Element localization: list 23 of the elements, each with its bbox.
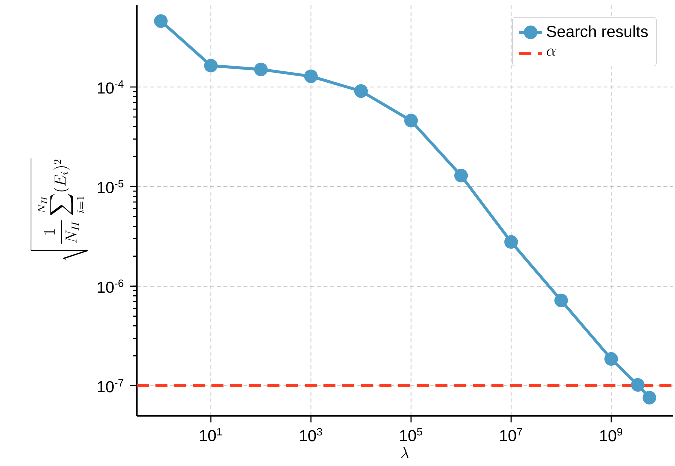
x-tick-label: 10$^{1}$ — [200, 428, 222, 442]
x-tick-label: 10$^{3}$ — [300, 428, 322, 442]
point — [204, 59, 218, 73]
y-tick-label: 10$^{-7}$ — [98, 379, 124, 393]
point — [504, 235, 518, 250]
point — [254, 62, 268, 77]
point — [304, 70, 318, 84]
point — [454, 169, 468, 183]
x-tick-label: 10$^{7}$ — [500, 428, 522, 442]
y-tick-label: 10$^{-4}$ — [98, 80, 124, 94]
point — [604, 352, 618, 366]
y-tick-label: 10$^{-5}$ — [98, 180, 124, 194]
x-tick-label: 10$^{5}$ — [400, 428, 422, 442]
x-axis-title: $\lambda$ — [401, 447, 409, 459]
x-tick-label: 10$^{9}$ — [600, 428, 622, 442]
point — [404, 114, 418, 128]
point — [554, 294, 568, 308]
legend-label: Search results — [547, 26, 648, 38]
legend-label: $\alpha$ — [547, 48, 556, 56]
y-axis-title: $\sqrt{\frac{1}{N_H}\sum_{i=1}^{N_H}(E_i)^2}$ — [30, 158, 89, 261]
point — [354, 84, 368, 98]
y-tick-label: 10$^{-6}$ — [98, 280, 124, 294]
point — [154, 14, 168, 28]
